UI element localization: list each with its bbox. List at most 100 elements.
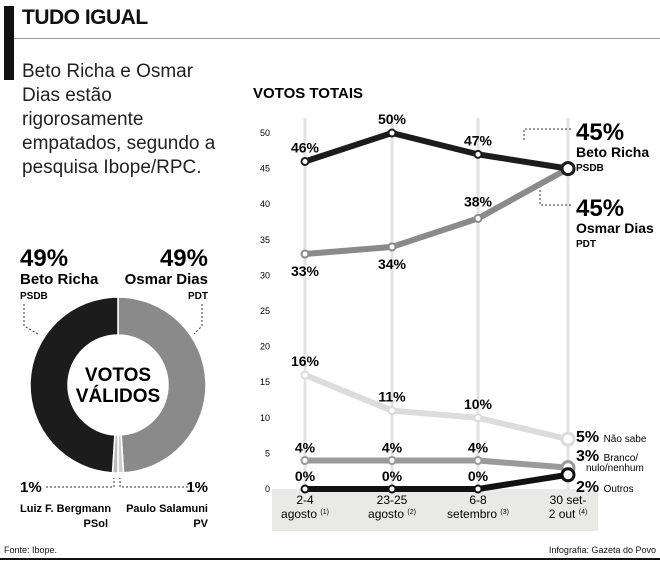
- data-point: [473, 213, 483, 223]
- data-label: 11%: [378, 389, 406, 405]
- y-tick-label: 45: [260, 164, 270, 174]
- data-label: 47%: [464, 132, 493, 148]
- leader-line: [23, 304, 39, 335]
- x-tick-label: 6-8: [469, 493, 487, 507]
- series-line-outros: [305, 471, 569, 492]
- data-label: 34%: [378, 256, 407, 272]
- x-tick-label: 23-25: [377, 493, 408, 507]
- leader-line: [119, 478, 188, 488]
- data-point: [300, 249, 310, 259]
- y-tick-label: 30: [260, 270, 270, 280]
- pie-name-label: Luiz F. Bergmann: [20, 503, 111, 515]
- leader-line: [46, 478, 115, 488]
- data-label: 50%: [378, 111, 407, 127]
- source-note: Fonte: Ibope.: [4, 545, 58, 555]
- chart-title: VOTOS TOTAIS: [253, 85, 363, 102]
- data-point: [300, 456, 310, 466]
- end-label-nao_sabe: 5% Não sabe: [576, 429, 647, 446]
- end-party-label: PDT: [576, 239, 596, 250]
- end-value-label: 45%: [576, 195, 624, 222]
- series-line-branco: [305, 457, 569, 471]
- data-point: [560, 431, 576, 447]
- pie-value-label: 49%: [160, 245, 208, 272]
- data-point: [387, 128, 397, 138]
- data-label: 4%: [295, 440, 316, 456]
- data-label: 4%: [382, 440, 403, 456]
- data-label: 10%: [464, 396, 493, 412]
- data-label: 46%: [291, 139, 320, 155]
- title-accent-bar: [4, 6, 14, 80]
- data-point: [300, 484, 310, 494]
- end-party-label: PSDB: [576, 163, 604, 174]
- data-point: [473, 484, 483, 494]
- data-point: [387, 484, 397, 494]
- end-label-branco-cont: nulo/nenhum: [586, 463, 644, 474]
- pie-name-label: Beto Richa: [20, 271, 99, 288]
- series-line-nao_sabe: [303, 372, 569, 443]
- credit-note: Infografia: Gazeta do Povo: [548, 545, 656, 555]
- leader-line: [523, 128, 571, 142]
- y-tick-label: 25: [260, 306, 270, 316]
- y-tick-label: 20: [260, 342, 270, 352]
- pie-party-label: PSDB: [20, 291, 48, 302]
- pie-slice: [117, 296, 207, 474]
- pie-name-label: Paulo Salamuni: [126, 503, 208, 515]
- data-label: 38%: [464, 193, 493, 209]
- data-label: 33%: [291, 263, 320, 279]
- end-value-label: 45%: [576, 119, 624, 146]
- leader-line: [539, 190, 571, 206]
- pie-party-label: PV: [193, 518, 208, 530]
- leader-line: [193, 304, 203, 335]
- y-tick-label: 5: [265, 448, 270, 458]
- divider: [14, 38, 660, 39]
- pie-value-label: 49%: [20, 245, 68, 272]
- page-title: TUDO IGUAL: [22, 6, 148, 29]
- x-tick-label: agosto (1): [281, 507, 329, 521]
- y-tick-label: 40: [260, 199, 270, 209]
- x-tick-label: setembro (3): [447, 507, 509, 521]
- data-point: [473, 413, 483, 423]
- data-label: 0%: [468, 468, 489, 484]
- series-line-osmar: [304, 165, 570, 258]
- data-point: [560, 161, 576, 177]
- data-point: [473, 456, 483, 466]
- data-label: 0%: [382, 468, 403, 484]
- y-tick-label: 35: [260, 235, 270, 245]
- data-point: [387, 242, 397, 252]
- pie-center-label: VOTOS: [85, 365, 151, 386]
- x-tick-label: agosto (2): [368, 507, 416, 521]
- x-tick-label: 30 set-: [550, 493, 587, 507]
- pie-center-label: VÁLIDOS: [76, 385, 160, 407]
- data-label: 0%: [295, 468, 316, 484]
- end-label-outros: 2% Outros: [576, 479, 634, 496]
- x-tick-label: 2-4: [296, 493, 314, 507]
- pie-name-label: Osmar Dias: [125, 271, 208, 288]
- x-axis-band: [272, 489, 598, 531]
- data-point: [473, 149, 483, 159]
- pie-value-label: 1%: [20, 479, 42, 496]
- data-point: [300, 370, 310, 380]
- data-point: [387, 456, 397, 466]
- x-tick-label: 2 out (4): [549, 507, 588, 521]
- end-label-branco: 3% Branco/: [576, 448, 638, 465]
- data-label: 4%: [468, 440, 489, 456]
- data-point: [300, 156, 310, 166]
- y-tick-label: 15: [260, 377, 270, 387]
- data-point: [560, 467, 576, 483]
- subtitle: Beto Richa e Osmar Dias estão rigorosame…: [22, 61, 216, 178]
- pie-party-label: PDT: [188, 291, 208, 302]
- data-point: [387, 406, 397, 416]
- series-line-beto: [304, 130, 569, 172]
- data-label: 16%: [291, 353, 320, 369]
- pie-party-label: PSol: [84, 518, 108, 530]
- y-tick-label: 10: [260, 413, 270, 423]
- divider: [0, 558, 660, 560]
- end-name-label: Beto Richa: [576, 144, 649, 160]
- pie-slice: [29, 296, 119, 474]
- y-tick-label: 50: [260, 128, 270, 138]
- y-tick-label: 0: [265, 484, 270, 494]
- pie-value-label: 1%: [186, 479, 208, 496]
- end-name-label: Osmar Dias: [576, 220, 654, 236]
